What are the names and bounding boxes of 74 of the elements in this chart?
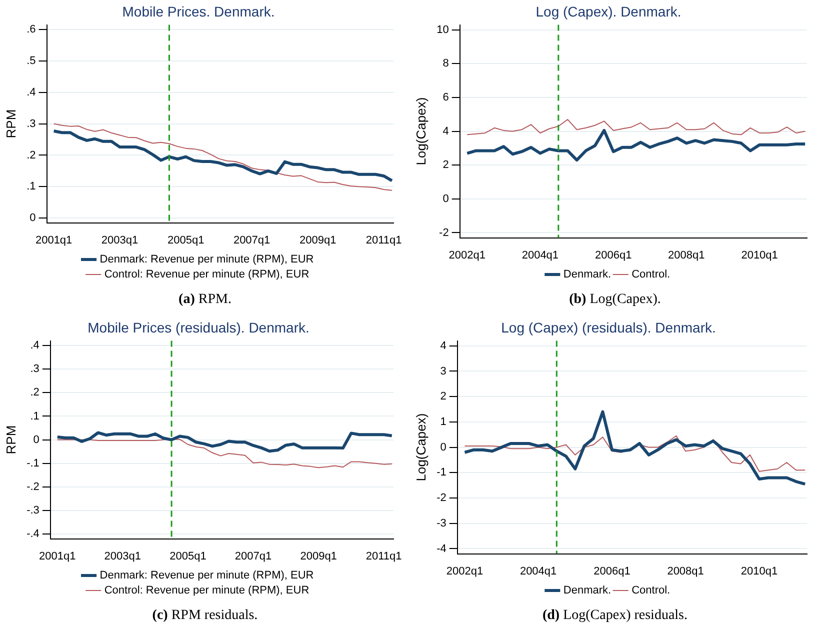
y-tick-label: .5 bbox=[26, 54, 36, 67]
x-tick-label: 2006q1 bbox=[594, 249, 632, 262]
y-axis-title: Log(Capex) bbox=[413, 413, 428, 482]
legend-label: Denmark. bbox=[563, 584, 612, 597]
y-tick-label: 2 bbox=[440, 390, 446, 403]
y-tick-label: -3 bbox=[436, 517, 446, 530]
x-tick-label: 2010q1 bbox=[741, 249, 778, 262]
y-tick-label: -2 bbox=[436, 492, 446, 504]
x-tick-label: 2007q1 bbox=[234, 550, 272, 562]
y-tick-label: 2 bbox=[442, 159, 449, 172]
y-tick-label: -1 bbox=[436, 466, 446, 479]
x-tick-label: 2009q1 bbox=[300, 550, 337, 562]
x-tick-label: 2011q1 bbox=[366, 234, 402, 246]
text: (a) RPM. bbox=[178, 292, 232, 308]
chart-title: Mobile Prices. Denmark. bbox=[122, 3, 275, 20]
legend-label: Control: Revenue per minute (RPM), EUR bbox=[104, 584, 310, 597]
legend-label: Control: Revenue per minute (RPM), EUR bbox=[104, 268, 310, 281]
x-tick-label: 2009q1 bbox=[300, 234, 336, 246]
x-tick-label: 2011q1 bbox=[366, 550, 402, 562]
y-tick-label: .3 bbox=[26, 118, 36, 130]
y-tick-label: 4 bbox=[440, 340, 446, 352]
text: (d) Log(Capex) residuals. bbox=[541, 608, 689, 624]
y-tick-label: -2 bbox=[439, 226, 449, 239]
x-tick-label: 2010q1 bbox=[740, 565, 778, 578]
x-tick-label: 2005q1 bbox=[170, 550, 206, 562]
x-tick-label: 2008q1 bbox=[668, 249, 705, 262]
chart-title: Mobile Prices (residuals). Denmark. bbox=[88, 319, 310, 336]
chart-title: Log (Capex) (residuals). Denmark. bbox=[501, 319, 716, 336]
legend-label: Control. bbox=[632, 584, 670, 597]
y-tick-label: -.3 bbox=[26, 504, 40, 517]
y-tick-label: 10 bbox=[436, 24, 449, 36]
y-tick-label: -.4 bbox=[26, 528, 40, 540]
x-tick-label: 2001q1 bbox=[39, 550, 76, 562]
y-axis-title: RPM bbox=[3, 425, 18, 454]
y-tick-label: .4 bbox=[26, 86, 36, 98]
y-tick-label: .1 bbox=[26, 180, 36, 193]
y-tick-label: .2 bbox=[30, 386, 40, 399]
x-tick-label: 2005q1 bbox=[167, 234, 204, 246]
y-tick-label: 0 bbox=[442, 192, 449, 205]
y-tick-label: 3 bbox=[440, 365, 446, 378]
text: (c) RPM residuals. bbox=[151, 608, 259, 624]
x-tick-label: 2003q1 bbox=[104, 550, 142, 562]
y-tick-label: .6 bbox=[26, 24, 36, 36]
chart-title: Log (Capex). Denmark. bbox=[536, 3, 682, 20]
y-tick-label: .4 bbox=[30, 340, 40, 352]
y-tick-label: 8 bbox=[442, 58, 449, 70]
x-tick-label: 2002q1 bbox=[448, 249, 486, 262]
legend-label: Denmark: Revenue per minute (RPM), EUR bbox=[100, 570, 314, 582]
y-tick-label: 1 bbox=[440, 416, 446, 428]
text: (b) Log(Capex). bbox=[568, 292, 662, 308]
y-tick-label: 0 bbox=[440, 441, 446, 454]
y-tick-label: .1 bbox=[30, 410, 40, 422]
x-tick-label: 2008q1 bbox=[667, 565, 704, 578]
y-tick-label: -.2 bbox=[26, 480, 40, 493]
y-tick-label: 6 bbox=[442, 92, 449, 104]
legend-label: Denmark. bbox=[563, 268, 612, 281]
y-axis-title: RPM bbox=[3, 109, 18, 138]
x-tick-label: 2001q1 bbox=[35, 234, 72, 246]
y-tick-label: 0 bbox=[30, 212, 36, 224]
legend-label: Control. bbox=[632, 268, 670, 281]
y-tick-label: .3 bbox=[30, 363, 40, 376]
x-tick-label: 2004q1 bbox=[522, 249, 559, 262]
y-tick-label: 0 bbox=[33, 434, 40, 446]
y-tick-label: -.1 bbox=[26, 457, 40, 470]
x-tick-label: 2003q1 bbox=[101, 234, 138, 246]
x-tick-label: 2002q1 bbox=[446, 565, 484, 578]
y-axis-title: Log(Capex) bbox=[413, 97, 428, 166]
y-tick-label: .2 bbox=[26, 149, 36, 162]
y-tick-label: 4 bbox=[442, 125, 449, 138]
x-tick-label: 2007q1 bbox=[233, 234, 270, 246]
x-tick-label: 2006q1 bbox=[594, 565, 630, 578]
x-tick-label: 2004q1 bbox=[520, 565, 557, 578]
legend-label: Denmark: Revenue per minute (RPM), EUR bbox=[100, 254, 314, 266]
y-tick-label: -4 bbox=[436, 542, 446, 555]
